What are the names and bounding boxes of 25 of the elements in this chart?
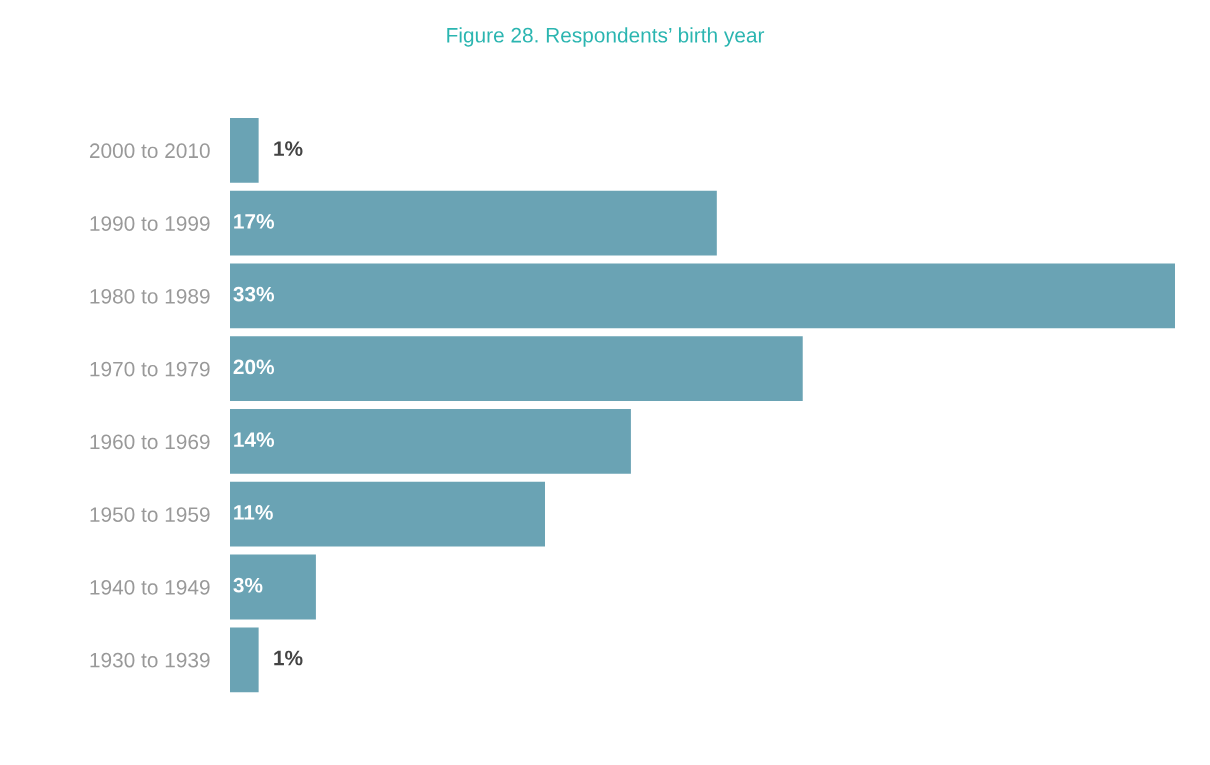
bar bbox=[230, 336, 803, 402]
y-tick-label: 1990 to 1999 bbox=[90, 216, 210, 231]
y-tick-label: 2000 to 2010 bbox=[89, 143, 210, 159]
bar bbox=[230, 627, 259, 693]
y-tick-label: 1940 to 1949 bbox=[90, 580, 210, 595]
bar bbox=[230, 190, 717, 256]
y-tick-label: 1930 to 1939 bbox=[90, 652, 210, 668]
data-label: 11% bbox=[234, 505, 273, 520]
data-label: 20% bbox=[233, 359, 275, 375]
y-tick-label: 1950 to 1959 bbox=[90, 507, 210, 522]
bar bbox=[230, 409, 631, 474]
data-label: 1% bbox=[274, 650, 303, 666]
data-label: 17% bbox=[234, 214, 275, 229]
data-label: 14% bbox=[234, 432, 275, 447]
bar bbox=[230, 117, 259, 183]
data-label: 3% bbox=[233, 577, 263, 593]
bar bbox=[230, 554, 316, 620]
chart-title: Figure 28. Respondents’ birth year bbox=[447, 27, 765, 47]
bar bbox=[230, 263, 1175, 329]
y-tick-label: 1980 to 1989 bbox=[90, 288, 210, 304]
y-tick-label: 1960 to 1969 bbox=[90, 434, 210, 450]
y-tick-label: 1970 to 1979 bbox=[90, 361, 210, 377]
data-label: 1% bbox=[274, 141, 303, 156]
data-label: 33% bbox=[233, 286, 275, 302]
bar bbox=[230, 481, 545, 547]
